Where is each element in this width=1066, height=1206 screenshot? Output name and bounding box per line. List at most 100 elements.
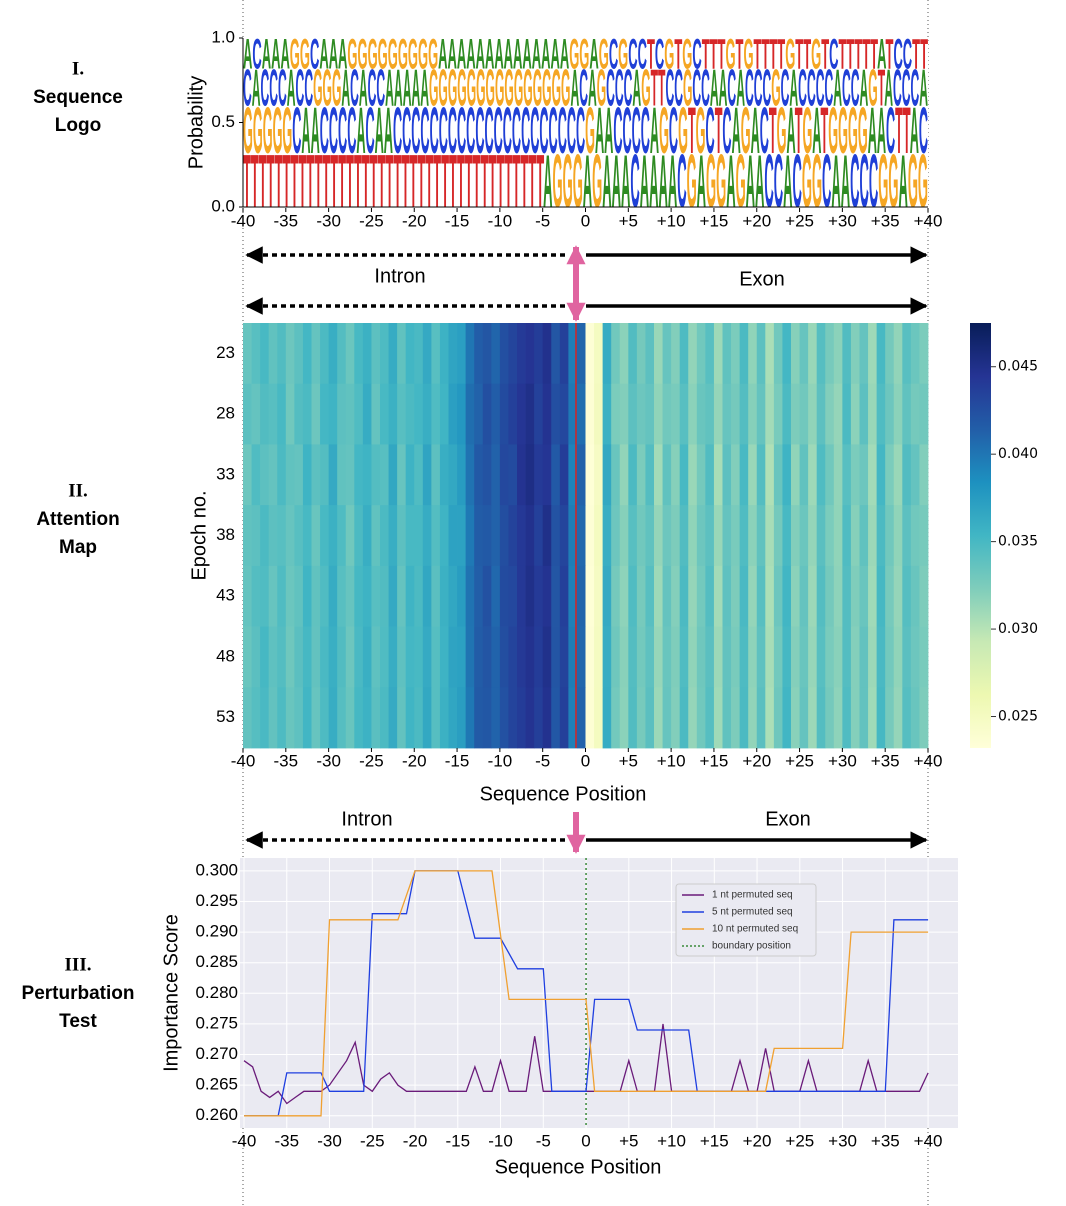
heat-cell (611, 383, 621, 445)
heat-cell (371, 444, 381, 506)
heat-cell (397, 444, 407, 506)
heat-cell (919, 444, 929, 506)
heat-cell (654, 444, 663, 506)
heat-cell (465, 565, 475, 627)
heat-cell (277, 383, 287, 445)
heat-cell (893, 565, 903, 627)
heat-cell (782, 444, 792, 506)
heat-cell (679, 383, 689, 445)
heat-cell (756, 565, 766, 627)
heat-cell (731, 383, 741, 445)
heat-cell (602, 444, 612, 506)
heat-cell (380, 565, 389, 627)
heat-cell (713, 687, 723, 749)
heat-cell (260, 323, 270, 385)
heat-cell (320, 626, 330, 688)
heat-cell (885, 323, 895, 385)
heat-cell (260, 444, 270, 506)
heat-cell (499, 444, 509, 506)
heat-cell (731, 626, 741, 688)
heat-cell (636, 687, 646, 749)
heat-cell (842, 323, 852, 385)
heat-cell (628, 565, 638, 627)
heat-cell (808, 626, 818, 688)
heat-cell (474, 505, 484, 567)
heat-cell (662, 505, 672, 567)
x-tick-label: -10 (488, 211, 513, 230)
heat-cell (414, 626, 424, 688)
x-tick-label: +40 (914, 751, 943, 770)
heat-cell (422, 687, 432, 749)
heat-cell (380, 626, 389, 688)
heat-cell (499, 687, 509, 749)
panel-labels: I. Sequence Logo II. Attention Map III. … (22, 58, 135, 1032)
x-tick-label: 0 (581, 1131, 590, 1150)
heat-cell (731, 323, 741, 385)
heat-cell (799, 687, 809, 749)
heat-cell (457, 444, 467, 506)
heat-cell (636, 444, 646, 506)
x-tick-label: +30 (828, 1131, 857, 1150)
heat-cell (645, 626, 655, 688)
heat-cell (405, 505, 415, 567)
heat-cell (525, 323, 535, 385)
heat-cell (893, 626, 903, 688)
heat-cell (748, 565, 758, 627)
heat-cell (825, 444, 835, 506)
heat-cell (722, 505, 732, 567)
heat-cell (773, 383, 783, 445)
heat-cell (619, 626, 629, 688)
heat-cell (594, 383, 604, 445)
heat-cell (345, 444, 355, 506)
heat-cell (765, 565, 775, 627)
heat-cell (499, 626, 509, 688)
heat-cell (422, 323, 432, 385)
heat-cell (654, 687, 663, 749)
x-axis-label: Sequence Position (480, 783, 647, 805)
heat-cell (825, 687, 835, 749)
heat-cell (388, 687, 398, 749)
heat-cell (285, 505, 295, 567)
heat-cell (576, 565, 586, 627)
heat-cell (405, 626, 415, 688)
heat-cell (688, 565, 698, 627)
heat-cell (311, 323, 321, 385)
region-label: Exon (765, 808, 811, 830)
heat-cell (354, 383, 364, 445)
heat-cell (885, 687, 895, 749)
heat-cell (243, 565, 252, 627)
heat-cell (594, 323, 604, 385)
heat-cell (628, 687, 638, 749)
heat-cell (474, 383, 484, 445)
heat-cell (568, 323, 578, 385)
heat-cell (833, 626, 843, 688)
x-tick-label: +10 (657, 211, 686, 230)
heat-cell (868, 444, 878, 506)
heat-cell (919, 505, 929, 567)
heat-cell (611, 565, 621, 627)
heat-cell (448, 383, 458, 445)
heat-cell (439, 383, 449, 445)
heat-cell (645, 444, 655, 506)
heat-cell (791, 323, 800, 385)
heat-cell (439, 626, 449, 688)
heat-cell (748, 505, 758, 567)
x-axis-label: Sequence Position (495, 1156, 662, 1178)
x-tick-label: +10 (657, 751, 686, 770)
region-label: Intron (341, 808, 392, 830)
heat-cell (594, 505, 604, 567)
heat-cell (893, 687, 903, 749)
y-tick-label: 0.0 (211, 196, 235, 215)
heat-cell (585, 687, 595, 749)
heat-cell (499, 565, 509, 627)
heat-cell (679, 323, 689, 385)
heat-cell (311, 505, 321, 567)
heat-cell (611, 444, 621, 506)
heat-cell (431, 626, 441, 688)
heat-cell (919, 383, 929, 445)
x-tick-label: -20 (403, 1131, 428, 1150)
heat-cell (491, 687, 501, 749)
heat-cell (910, 565, 920, 627)
y-tick-label: 53 (216, 707, 235, 726)
heat-cell (268, 565, 278, 627)
